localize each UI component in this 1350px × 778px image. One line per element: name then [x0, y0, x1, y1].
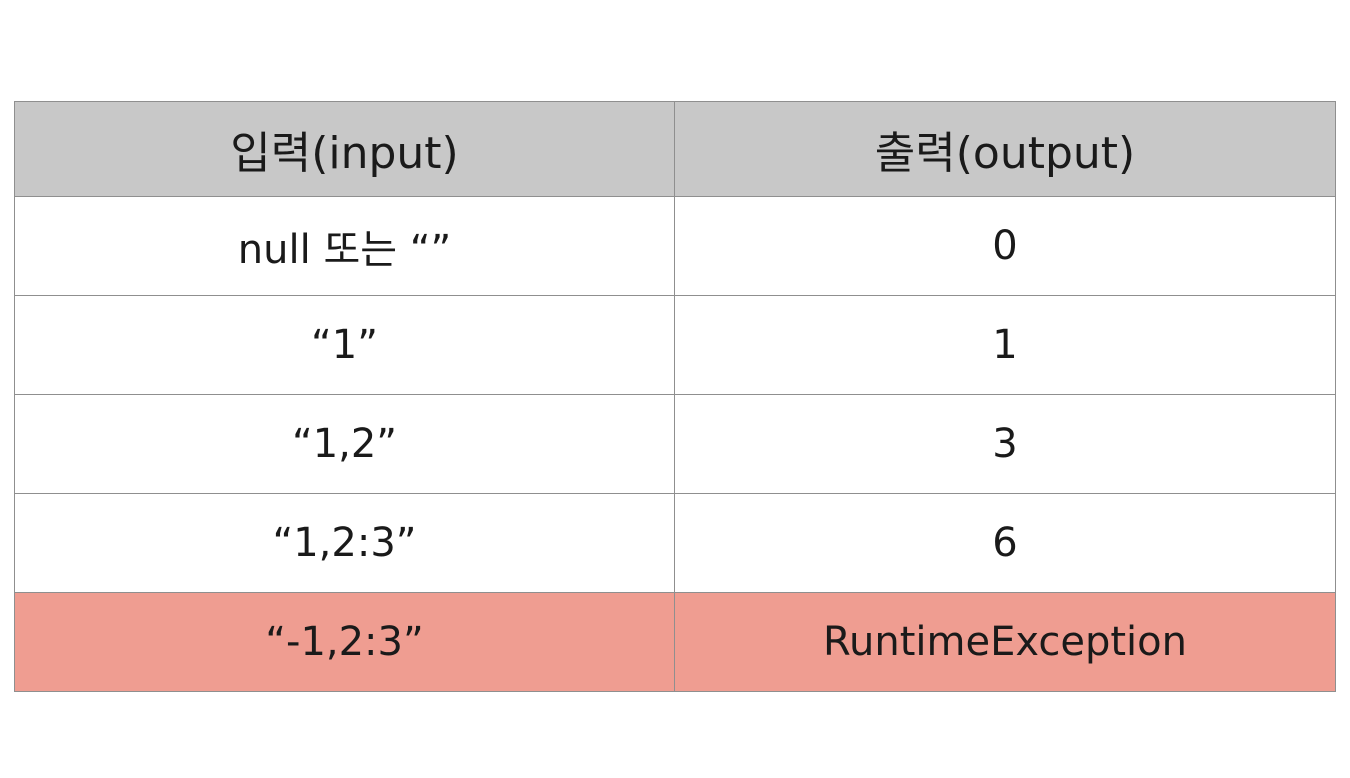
- cell-input: “-1,2:3”: [14, 592, 675, 692]
- cell-input: “1”: [14, 295, 675, 395]
- column-header-output: 출력(output): [674, 101, 1336, 197]
- cell-input: null 또는 “”: [14, 196, 675, 296]
- table-row: “1” 1: [14, 295, 1336, 395]
- table-row: “1,2” 3: [14, 394, 1336, 494]
- table-header: 입력(input) 출력(output): [14, 101, 1336, 197]
- table-body: null 또는 “” 0 “1” 1 “1,2” 3 “1,2:3” 6 “-1…: [14, 196, 1336, 692]
- column-header-input: 입력(input): [14, 101, 675, 197]
- table-row-highlighted: “-1,2:3” RuntimeException: [14, 592, 1336, 692]
- cell-output: 1: [674, 295, 1336, 395]
- table-row: null 또는 “” 0: [14, 196, 1336, 296]
- cell-output: RuntimeException: [674, 592, 1336, 692]
- input-output-table: 입력(input) 출력(output) null 또는 “” 0 “1” 1 …: [14, 101, 1336, 692]
- table-row: “1,2:3” 6: [14, 493, 1336, 593]
- header-row: 입력(input) 출력(output): [14, 101, 1336, 197]
- cell-output: 6: [674, 493, 1336, 593]
- cell-input: “1,2:3”: [14, 493, 675, 593]
- cell-input: “1,2”: [14, 394, 675, 494]
- cell-output: 0: [674, 196, 1336, 296]
- cell-output: 3: [674, 394, 1336, 494]
